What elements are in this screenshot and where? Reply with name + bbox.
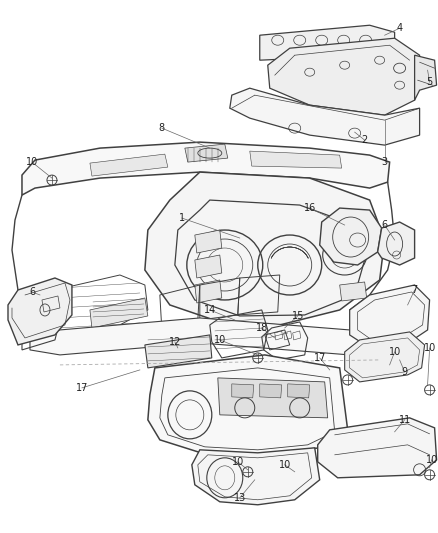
Polygon shape (145, 172, 385, 325)
Text: 7: 7 (411, 285, 418, 295)
Text: 10: 10 (214, 335, 226, 345)
Polygon shape (90, 298, 148, 328)
Polygon shape (260, 384, 282, 398)
Polygon shape (195, 280, 222, 303)
Polygon shape (195, 230, 222, 253)
Text: 6: 6 (29, 287, 35, 297)
Text: 10: 10 (26, 157, 38, 167)
Polygon shape (260, 25, 395, 60)
Text: 6: 6 (381, 220, 388, 230)
Polygon shape (345, 332, 424, 382)
Text: 2: 2 (361, 135, 368, 145)
Text: 17: 17 (314, 353, 326, 363)
Polygon shape (340, 282, 367, 301)
Text: 10: 10 (232, 457, 244, 467)
Polygon shape (232, 384, 254, 398)
Text: 11: 11 (399, 415, 411, 425)
Text: 18: 18 (256, 323, 268, 333)
Text: 16: 16 (304, 203, 316, 213)
Text: 4: 4 (396, 23, 403, 33)
Polygon shape (145, 335, 212, 368)
Polygon shape (185, 144, 228, 162)
Polygon shape (378, 222, 415, 265)
Text: 10: 10 (279, 460, 291, 470)
Polygon shape (148, 355, 348, 455)
Text: 5: 5 (427, 77, 433, 87)
Polygon shape (8, 278, 72, 345)
Polygon shape (90, 154, 168, 176)
Text: 8: 8 (159, 123, 165, 133)
Polygon shape (22, 142, 390, 195)
Polygon shape (230, 88, 420, 145)
Text: 15: 15 (292, 311, 304, 321)
Text: 10: 10 (389, 347, 401, 357)
Text: 10: 10 (425, 455, 438, 465)
Text: 12: 12 (169, 337, 181, 347)
Polygon shape (195, 255, 222, 278)
Text: 17: 17 (76, 383, 88, 393)
Polygon shape (192, 448, 320, 505)
Polygon shape (268, 38, 420, 115)
Text: 9: 9 (402, 367, 408, 377)
Text: 1: 1 (179, 213, 185, 223)
Polygon shape (415, 55, 437, 100)
Text: 14: 14 (204, 305, 216, 315)
Polygon shape (350, 285, 430, 348)
Polygon shape (30, 318, 390, 360)
Polygon shape (320, 208, 381, 265)
Text: 13: 13 (233, 493, 246, 503)
Polygon shape (250, 151, 342, 168)
Text: 3: 3 (381, 157, 388, 167)
Polygon shape (218, 378, 328, 418)
Polygon shape (318, 418, 437, 478)
Polygon shape (288, 384, 310, 398)
Text: 10: 10 (424, 343, 436, 353)
